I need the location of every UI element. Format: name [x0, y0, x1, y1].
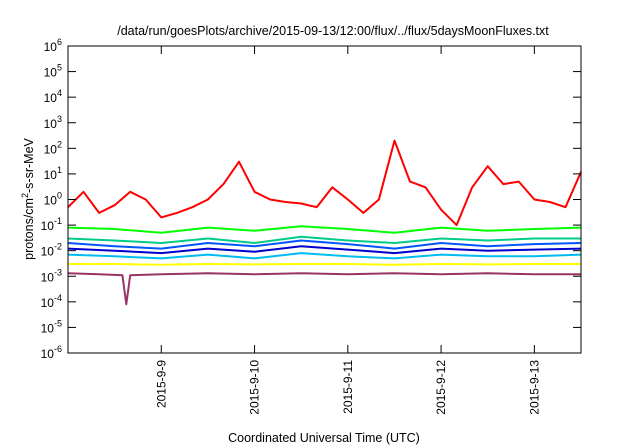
series-line-3 [67, 235, 581, 244]
series-line-1 [67, 139, 582, 227]
y-tick-label: 100 [44, 191, 62, 208]
chart-title: /data/run/goesPlots/archive/2015-09-13/1… [117, 24, 549, 38]
series-line-7 [68, 263, 581, 266]
y-tick-label: 103 [44, 114, 62, 131]
x-axis-label: Coordinated Universal Time (UTC) [228, 431, 420, 445]
y-tick-label: 104 [44, 88, 62, 105]
y-tick-label: 106 [44, 37, 62, 54]
y-tick-label: 10-5 [41, 318, 62, 335]
y-tick-label: 102 [44, 139, 62, 156]
y-tick-label: 101 [44, 165, 62, 182]
series-line-4 [67, 239, 582, 250]
y-tick-label: 10-1 [41, 216, 62, 233]
series-line-2 [67, 225, 582, 234]
y-axis-label: protons/cm2-s-sr-MeV [20, 137, 36, 259]
x-tick-label: 2015-9-12 [434, 360, 448, 415]
series-line-6 [67, 252, 582, 260]
series-line-8 [67, 272, 581, 306]
y-tick-label: 10-3 [41, 267, 62, 284]
y-tick-label: 10-4 [41, 293, 62, 310]
series-line-5 [67, 245, 582, 255]
y-tick-label: 10-6 [41, 344, 62, 361]
tick-layer: 10-6 10-5 10-4 10-3 10-2 10-1 100 101 102 103 104 1… [41, 37, 581, 415]
y-tick-label: 105 [44, 63, 62, 80]
x-tick-label: 2015-9-10 [248, 360, 262, 415]
x-tick-label: 2015-9-11 [341, 360, 355, 414]
x-tick-label: 2015-9-9 [154, 360, 168, 408]
series-layer [67, 139, 582, 306]
x-tick-label: 2015-9-13 [527, 360, 541, 415]
y-tick-label: 10-2 [41, 242, 62, 259]
